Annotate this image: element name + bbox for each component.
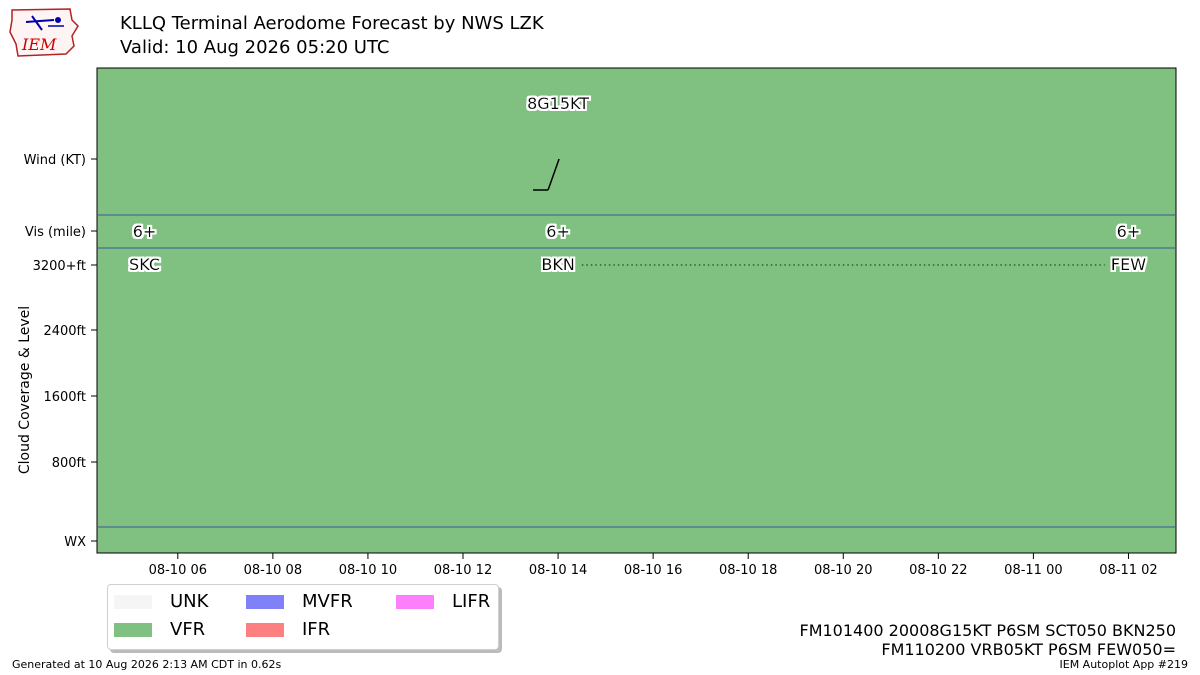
x-tick-label: 08-10 18 xyxy=(719,563,777,578)
x-tick-label: 08-11 02 xyxy=(1099,563,1157,578)
x-tick-label: 08-10 22 xyxy=(909,563,967,578)
taf-chart: Wind (KT) Vis (mile) 3200+ft 2400ft 1600ft 80… xyxy=(17,67,1177,578)
plot-area xyxy=(96,67,1177,554)
legend-label: IFR xyxy=(302,619,331,640)
x-tick-label: 08-11 00 xyxy=(1004,563,1062,578)
legend-item-lifr: LIFR xyxy=(396,591,490,612)
chart-subtitle: Valid: 10 Aug 2026 05:20 UTC xyxy=(120,37,390,58)
wind-label: 8G15KT xyxy=(527,94,589,113)
legend-label: VFR xyxy=(170,619,206,640)
cloud-label: FEW xyxy=(1111,255,1146,274)
vis-label: 6+ xyxy=(546,222,570,241)
y-axis-title: Cloud Coverage & Level xyxy=(17,306,33,474)
wind-barb-staff xyxy=(547,158,560,191)
y-tick-label: 3200+ft xyxy=(33,259,86,274)
footer-generated: Generated at 10 Aug 2026 2:13 AM CDT in … xyxy=(12,658,282,671)
legend-label: MVFR xyxy=(302,591,353,612)
x-tick-label: 08-10 06 xyxy=(149,563,207,578)
logo-text: IEM xyxy=(21,35,57,54)
taf-line-1: FM101400 20008G15KT P6SM SCT050 BKN250 xyxy=(799,621,1176,640)
iem-logo: IEM xyxy=(9,8,79,57)
legend-swatch xyxy=(246,622,284,637)
legend-item-vfr: VFR xyxy=(114,619,205,640)
y-tick-label: WX xyxy=(64,535,86,550)
vis-label: 6+ xyxy=(1117,222,1141,241)
x-tick-label: 08-10 12 xyxy=(434,563,492,578)
legend-swatch xyxy=(114,594,152,609)
legend-label: LIFR xyxy=(452,591,491,612)
x-tick-label: 08-10 20 xyxy=(814,563,872,578)
cloud-label: SKC xyxy=(129,255,160,274)
x-tick-label: 08-10 16 xyxy=(624,563,682,578)
y-tick-label: Wind (KT) xyxy=(24,153,86,168)
legend-label: UNK xyxy=(170,591,209,612)
legend-item-unk: UNK xyxy=(114,591,208,612)
x-tick-label: 08-10 14 xyxy=(529,563,587,578)
y-tick-label: 1600ft xyxy=(43,390,86,405)
legend: UNK MVFR LIFR VFR IFR xyxy=(107,584,499,650)
legend-item-mvfr: MVFR xyxy=(246,591,353,612)
legend-swatch xyxy=(246,594,284,609)
legend-swatch xyxy=(114,622,152,637)
y-tick-label: 800ft xyxy=(52,456,86,471)
footer-app: IEM Autoplot App #219 xyxy=(1059,658,1189,671)
taf-line-2: FM110200 VRB05KT P6SM FEW050= xyxy=(881,640,1176,659)
x-tick-label: 08-10 08 xyxy=(244,563,302,578)
x-tick-label: 08-10 10 xyxy=(339,563,397,578)
y-tick-label: Vis (mile) xyxy=(25,225,86,240)
legend-swatch xyxy=(396,594,434,609)
chart-title: KLLQ Terminal Aerodome Forecast by NWS L… xyxy=(120,13,544,34)
legend-item-ifr: IFR xyxy=(246,619,330,640)
y-tick-label: 2400ft xyxy=(43,324,86,339)
cloud-label: BKN xyxy=(541,255,574,274)
vis-label: 6+ xyxy=(133,222,157,241)
